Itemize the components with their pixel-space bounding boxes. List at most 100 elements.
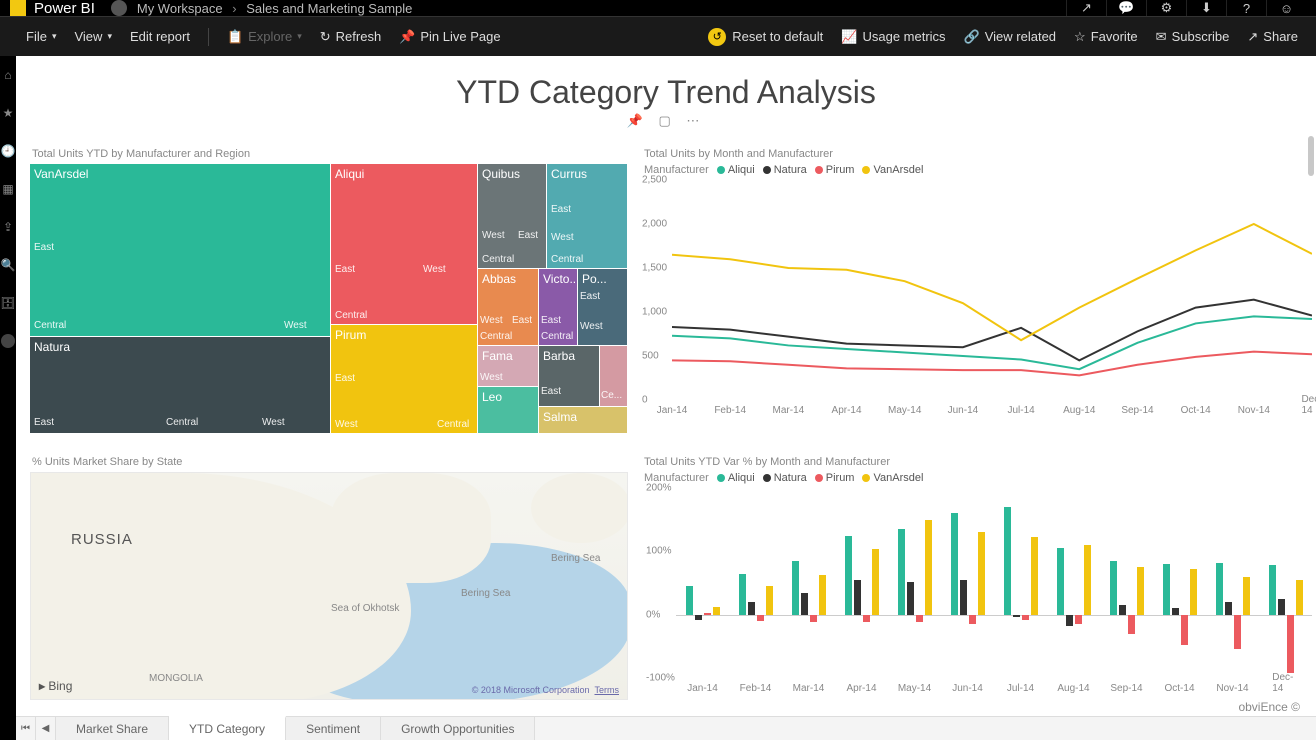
bar[interactable]: [1278, 599, 1285, 615]
page-tab[interactable]: Market Share: [56, 717, 169, 740]
nav-workspaces-icon[interactable]: 🔍: [1, 258, 16, 272]
nav-data-icon[interactable]: 🗄: [0, 296, 15, 310]
bar[interactable]: [748, 602, 755, 615]
bar[interactable]: [1004, 507, 1011, 615]
pin-live-button[interactable]: 📌 Pin Live Page: [399, 29, 500, 45]
header-icon[interactable]: ⬇: [1186, 0, 1226, 16]
reset-default-button[interactable]: ↺Reset to default: [708, 28, 823, 46]
bar[interactable]: [1022, 615, 1029, 620]
line-chart-visual[interactable]: Total Units by Month and Manufacturer Ma…: [642, 142, 1302, 424]
bar[interactable]: [819, 575, 826, 614]
breadcrumb-report[interactable]: Sales and Marketing Sample: [246, 1, 412, 16]
header-icon[interactable]: ☺: [1266, 0, 1306, 16]
nav-avatar[interactable]: [1, 334, 15, 348]
usage-metrics-button[interactable]: 📈 Usage metrics: [841, 29, 945, 45]
nav-favorites-icon[interactable]: ★: [3, 106, 14, 120]
line-chart-plot[interactable]: 05001,0001,5002,0002,500Jan-14Feb-14Mar-…: [672, 180, 1312, 400]
header-icon[interactable]: ⚙: [1146, 0, 1186, 16]
bar[interactable]: [951, 513, 958, 614]
header-icon[interactable]: ↗: [1066, 0, 1106, 16]
bar[interactable]: [1013, 615, 1020, 617]
treemap-cell[interactable]: QuibusWestEastCentral: [478, 164, 546, 268]
visual-header-icons[interactable]: 📌 ▢ ⋯: [16, 113, 1316, 129]
treemap-cell[interactable]: AliquiEastWestCentral: [331, 164, 477, 324]
bar[interactable]: [766, 586, 773, 615]
bar[interactable]: [1296, 580, 1303, 615]
bar[interactable]: [713, 607, 720, 615]
bar[interactable]: [1163, 564, 1170, 615]
tab-nav-first[interactable]: ⏮: [16, 717, 36, 740]
vertical-scrollbar[interactable]: [1308, 136, 1314, 176]
bar[interactable]: [845, 536, 852, 615]
bar[interactable]: [1269, 565, 1276, 614]
bar[interactable]: [1190, 569, 1197, 615]
treemap-cell[interactable]: FamaWest: [478, 346, 538, 386]
treemap-cell[interactable]: PirumEastWestCentral: [331, 325, 477, 433]
bar[interactable]: [1181, 615, 1188, 645]
nav-shared-icon[interactable]: ⇪: [3, 220, 13, 234]
bar[interactable]: [978, 532, 985, 614]
bar[interactable]: [1243, 577, 1250, 615]
breadcrumb[interactable]: My Workspace › Sales and Marketing Sampl…: [137, 1, 413, 16]
edit-report-button[interactable]: Edit report: [130, 29, 190, 44]
bar[interactable]: [1075, 615, 1082, 624]
bar[interactable]: [1172, 608, 1179, 614]
nav-home-icon[interactable]: ⌂: [4, 68, 11, 82]
favorite-button[interactable]: ☆ Favorite: [1074, 29, 1138, 45]
bar[interactable]: [792, 561, 799, 615]
line-chart-legend[interactable]: ManufacturerAliquiNaturaPirumVanArsdel: [644, 164, 1302, 176]
bar[interactable]: [739, 574, 746, 615]
view-related-button[interactable]: 🔗 View related: [964, 29, 1057, 45]
treemap-plot[interactable]: VanArsdelEastCentralWestNaturaEastCentra…: [30, 164, 628, 432]
subscribe-button[interactable]: ✉ Subscribe: [1156, 29, 1230, 45]
treemap-cell[interactable]: Po...EastWest: [578, 269, 627, 345]
bar[interactable]: [695, 615, 702, 620]
page-tab[interactable]: YTD Category: [169, 716, 286, 740]
treemap-cell[interactable]: Salma: [539, 407, 627, 433]
bar-chart-legend[interactable]: ManufacturerAliquiNaturaPirumVanArsdel: [644, 472, 1302, 484]
bar-chart-plot[interactable]: 200%100%0%-100%Jan-14Feb-14Mar-14Apr-14M…: [676, 488, 1312, 678]
file-menu[interactable]: File▾: [26, 29, 56, 44]
header-icon[interactable]: 💬: [1106, 0, 1146, 16]
nav-apps-icon[interactable]: ▦: [2, 182, 13, 196]
page-tab[interactable]: Sentiment: [286, 717, 381, 740]
bar[interactable]: [1110, 561, 1117, 615]
treemap-cell[interactable]: VanArsdelEastCentralWest: [30, 164, 330, 336]
bar[interactable]: [907, 582, 914, 615]
map-visual[interactable]: % Units Market Share by State RUSSIA Sea…: [30, 450, 628, 698]
bar[interactable]: [863, 615, 870, 623]
bar[interactable]: [1234, 615, 1241, 650]
bar[interactable]: [1084, 545, 1091, 615]
view-menu[interactable]: View▾: [74, 29, 111, 44]
bar[interactable]: [1216, 563, 1223, 615]
bar[interactable]: [854, 580, 861, 615]
treemap-visual[interactable]: Total Units YTD by Manufacturer and Regi…: [30, 142, 628, 424]
share-button[interactable]: ↗ Share: [1247, 29, 1298, 45]
workspace-avatar[interactable]: [111, 0, 127, 16]
bar[interactable]: [686, 586, 693, 615]
refresh-button[interactable]: ↻ Refresh: [320, 29, 381, 45]
treemap-cell[interactable]: CurrusEastWestCentral: [547, 164, 627, 268]
treemap-cell[interactable]: AbbasWestEastCentral: [478, 269, 538, 345]
tab-nav-prev[interactable]: ◀: [36, 717, 56, 740]
bar[interactable]: [1066, 615, 1073, 626]
bar[interactable]: [898, 529, 905, 615]
bar[interactable]: [916, 615, 923, 623]
bar-chart-visual[interactable]: Total Units YTD Var % by Month and Manuf…: [642, 450, 1302, 718]
map-plot[interactable]: RUSSIA Sea of OkhotskBering SeaBering Se…: [30, 472, 628, 700]
bar[interactable]: [872, 549, 879, 614]
treemap-cell[interactable]: NaturaEastCentralWest: [30, 337, 330, 433]
page-tab[interactable]: Growth Opportunities: [381, 717, 535, 740]
bar[interactable]: [1128, 615, 1135, 634]
treemap-cell[interactable]: Victo...EastCentral: [539, 269, 577, 345]
treemap-cell[interactable]: BarbaEast: [539, 346, 599, 406]
bar[interactable]: [960, 580, 967, 615]
breadcrumb-workspace[interactable]: My Workspace: [137, 1, 223, 16]
bar[interactable]: [1287, 615, 1294, 673]
bar[interactable]: [969, 615, 976, 625]
bar[interactable]: [810, 615, 817, 623]
bar[interactable]: [801, 593, 808, 615]
header-icon[interactable]: ?: [1226, 0, 1266, 16]
bar[interactable]: [1057, 548, 1064, 615]
bar[interactable]: [1031, 537, 1038, 614]
